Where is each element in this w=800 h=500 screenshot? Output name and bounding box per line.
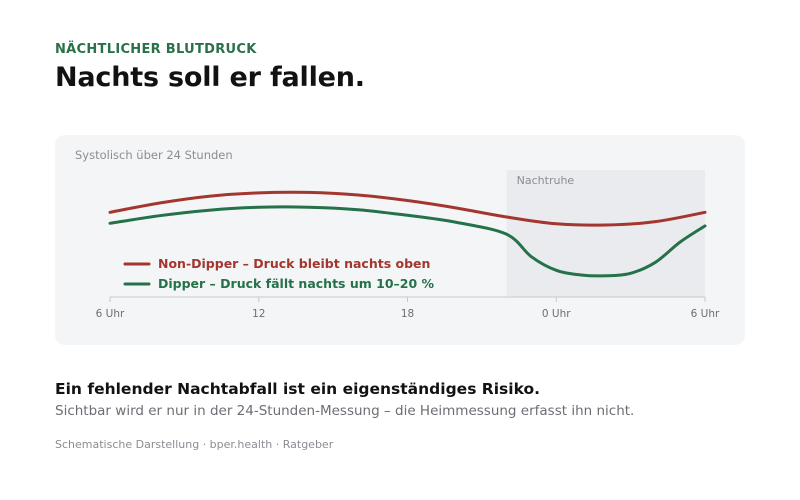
legend-non-dipper: Non-Dipper – Druck bleibt nachts oben xyxy=(123,256,430,271)
x-tick-label: 18 xyxy=(401,308,414,320)
legend-label: Non-Dipper – Druck bleibt nachts oben xyxy=(158,256,430,271)
page-title: Nachts soll er fallen. xyxy=(55,62,365,93)
non-dipper-line xyxy=(108,190,707,227)
night-region-label: Nachtruhe xyxy=(517,174,575,187)
bp-line-chart: Nachtruhe 6 Uhr 12 18 0 Uhr 6 Uhr Non-Dipper… xyxy=(96,170,720,320)
dipper-line xyxy=(108,205,707,278)
source-note: Schematische Darstellung · bper.health ·… xyxy=(55,438,334,451)
eyebrow-label: NÄCHTLICHER BLUTDRUCK xyxy=(55,42,257,57)
chart-card: Systolisch über 24 Stunden Nachtruhe 6 U… xyxy=(55,135,745,345)
x-tick-label: 12 xyxy=(252,308,265,320)
legend-dipper: Dipper – Druck fällt nachts um 10–20 % xyxy=(123,276,435,291)
takeaway-heading: Ein fehlender Nachtabfall ist ein eigens… xyxy=(55,380,541,398)
takeaway-subtext: Sichtbar wird er nur in der 24-Stunden-M… xyxy=(55,403,635,419)
x-tick-label: 6 Uhr xyxy=(96,308,125,320)
x-tick-label: 6 Uhr xyxy=(691,308,720,320)
night-region xyxy=(506,170,705,297)
legend-label: Dipper – Druck fällt nachts um 10–20 % xyxy=(158,276,435,291)
x-tick-label: 0 Uhr xyxy=(542,308,571,320)
chart-caption: Systolisch über 24 Stunden xyxy=(75,148,233,162)
